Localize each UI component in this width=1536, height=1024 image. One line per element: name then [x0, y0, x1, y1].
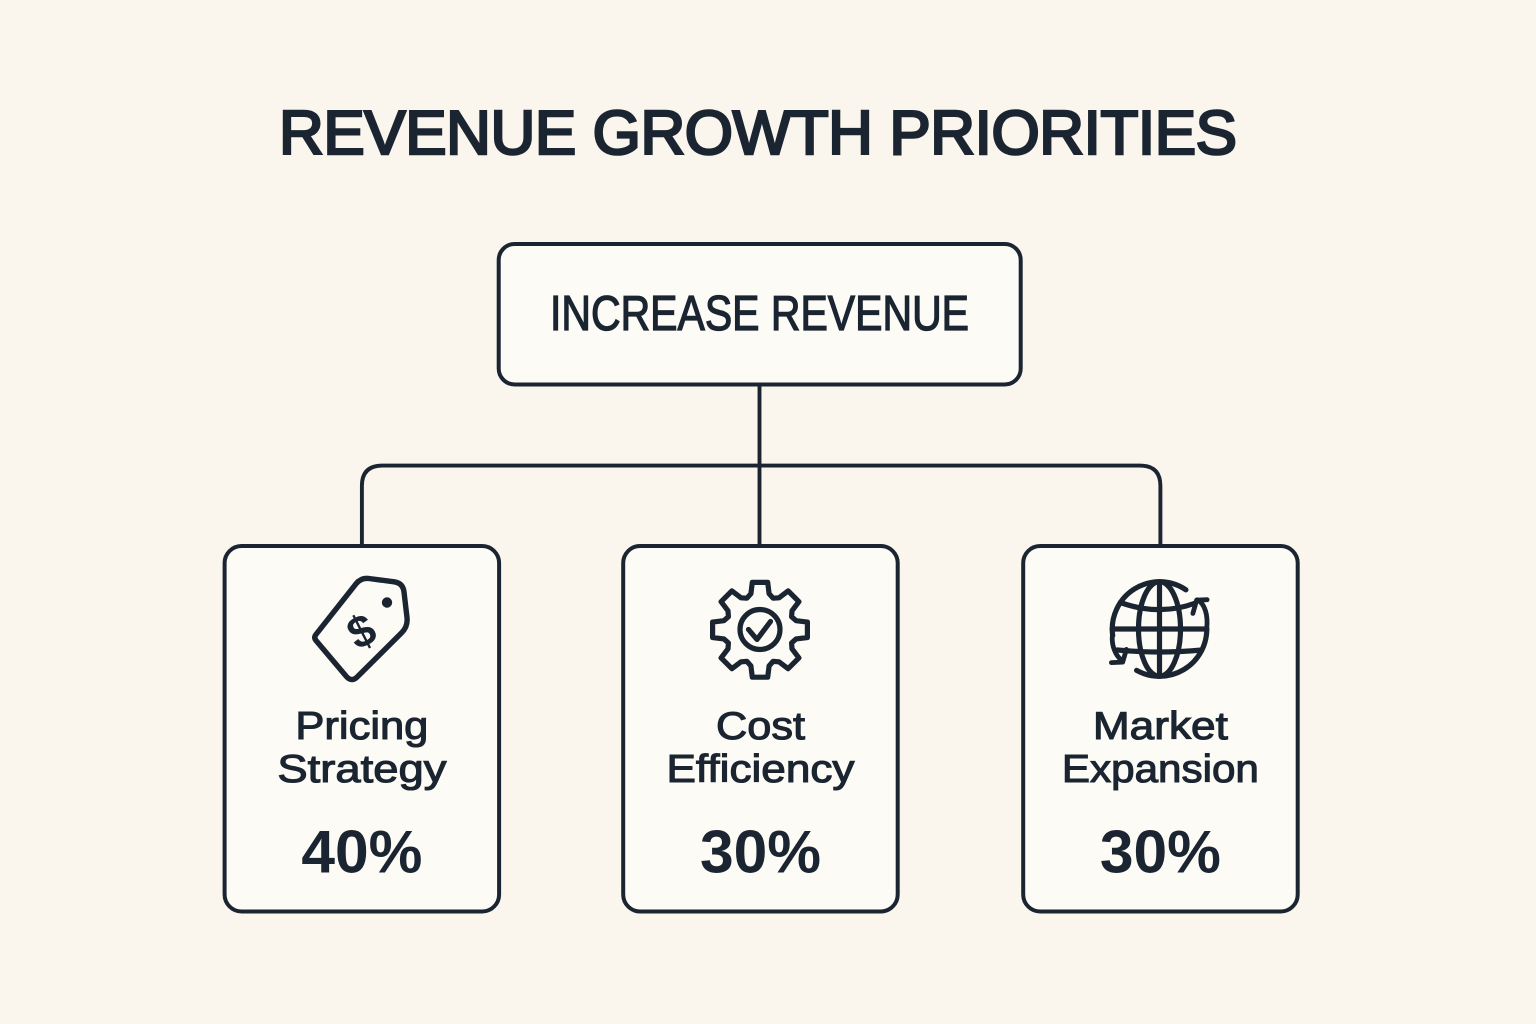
svg-text:Market: Market [1093, 705, 1228, 748]
svg-text:30%: 30% [1100, 818, 1221, 886]
svg-text:INCREASE REVENUE: INCREASE REVENUE [550, 287, 969, 341]
svg-text:Expansion: Expansion [1062, 748, 1259, 791]
svg-text:Pricing: Pricing [295, 705, 428, 748]
svg-text:Strategy: Strategy [277, 748, 447, 791]
svg-text:Cost: Cost [716, 705, 805, 748]
svg-text:Efficiency: Efficiency [667, 748, 856, 791]
svg-text:40%: 40% [301, 818, 422, 886]
svg-text:30%: 30% [700, 818, 821, 886]
svg-text:REVENUE GROWTH PRIORITIES: REVENUE GROWTH PRIORITIES [279, 99, 1237, 168]
